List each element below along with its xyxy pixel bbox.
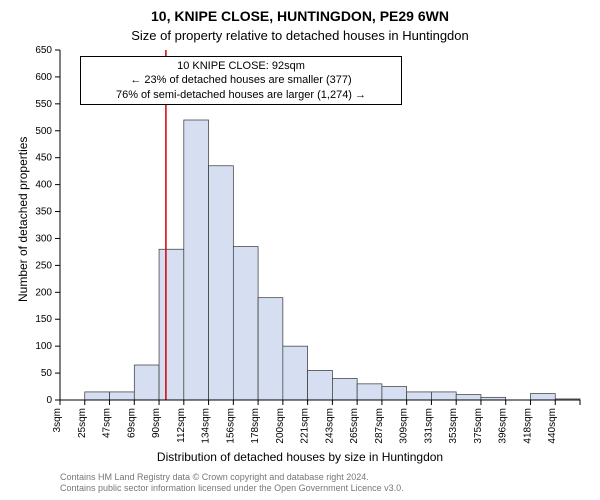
svg-text:47sqm: 47sqm (102, 408, 113, 438)
svg-text:221sqm: 221sqm (300, 408, 311, 444)
svg-text:200: 200 (35, 287, 52, 298)
svg-text:500: 500 (35, 126, 52, 137)
svg-text:200sqm: 200sqm (275, 408, 286, 444)
svg-text:353sqm: 353sqm (448, 408, 459, 444)
chart-container: 10, KNIPE CLOSE, HUNTINGDON, PE29 6WN Si… (0, 0, 600, 500)
y-axis-label: Number of detached properties (16, 137, 30, 302)
svg-text:265sqm: 265sqm (349, 408, 360, 444)
info-line-1: 10 KNIPE CLOSE: 92sqm (81, 59, 401, 73)
svg-text:69sqm: 69sqm (126, 408, 137, 438)
svg-text:287sqm: 287sqm (374, 408, 385, 444)
svg-text:650: 650 (35, 45, 52, 56)
svg-text:300: 300 (35, 233, 52, 244)
svg-text:450: 450 (35, 153, 52, 164)
svg-text:331sqm: 331sqm (423, 408, 434, 444)
svg-text:396sqm: 396sqm (498, 408, 509, 444)
svg-text:0: 0 (46, 395, 52, 406)
info-line-2: ← 23% of detached houses are smaller (37… (81, 73, 401, 87)
svg-text:550: 550 (35, 99, 52, 110)
svg-text:600: 600 (35, 72, 52, 83)
svg-text:134sqm: 134sqm (201, 408, 212, 444)
x-axis-label: Distribution of detached houses by size … (0, 450, 600, 464)
svg-text:50: 50 (41, 368, 53, 379)
footer-line-2: Contains public sector information licen… (60, 483, 404, 494)
svg-text:150: 150 (35, 314, 52, 325)
svg-text:243sqm: 243sqm (324, 408, 335, 444)
svg-text:3sqm: 3sqm (52, 408, 63, 432)
footer-attribution: Contains HM Land Registry data © Crown c… (60, 472, 404, 494)
svg-text:25sqm: 25sqm (77, 408, 88, 438)
footer-line-1: Contains HM Land Registry data © Crown c… (60, 472, 404, 483)
svg-text:178sqm: 178sqm (250, 408, 261, 444)
svg-text:309sqm: 309sqm (399, 408, 410, 444)
svg-text:100: 100 (35, 341, 52, 352)
svg-text:418sqm: 418sqm (522, 408, 533, 444)
svg-text:350: 350 (35, 207, 52, 218)
info-line-3: 76% of semi-detached houses are larger (… (81, 88, 401, 102)
svg-text:375sqm: 375sqm (473, 408, 484, 444)
svg-text:90sqm: 90sqm (151, 408, 162, 438)
svg-text:440sqm: 440sqm (547, 408, 558, 444)
svg-text:400: 400 (35, 180, 52, 191)
svg-text:156sqm: 156sqm (225, 408, 236, 444)
svg-text:112sqm: 112sqm (176, 408, 187, 443)
info-box: 10 KNIPE CLOSE: 92sqm ← 23% of detached … (80, 56, 402, 105)
svg-text:250: 250 (35, 260, 52, 271)
